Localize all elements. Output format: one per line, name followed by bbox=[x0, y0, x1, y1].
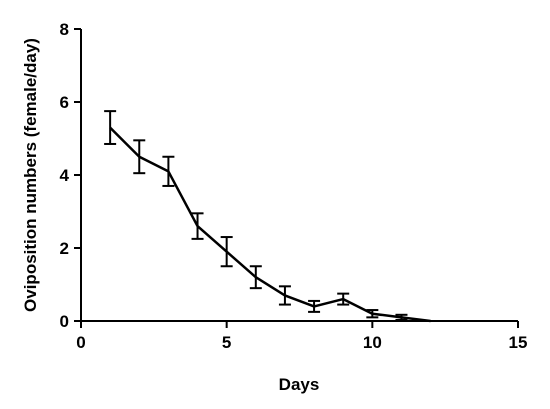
error-bar bbox=[395, 313, 408, 321]
x-tick-label: 15 bbox=[509, 333, 528, 352]
error-bar bbox=[366, 309, 379, 319]
y-tick-label: 8 bbox=[60, 20, 69, 39]
y-tick-label: 2 bbox=[60, 239, 69, 258]
plot-marks bbox=[104, 110, 431, 323]
error-bar bbox=[162, 155, 175, 187]
y-tick-label: 0 bbox=[60, 312, 69, 331]
error-bar bbox=[337, 292, 350, 306]
error-bar bbox=[220, 236, 233, 268]
error-bar bbox=[249, 265, 262, 290]
y-tick-label: 6 bbox=[60, 93, 69, 112]
error-bar bbox=[308, 299, 321, 313]
error-bar bbox=[104, 110, 117, 145]
error-bar bbox=[278, 285, 291, 306]
y-tick-label: 4 bbox=[60, 166, 70, 185]
error-bar bbox=[133, 139, 146, 175]
x-tick-label: 10 bbox=[363, 333, 382, 352]
error-bar bbox=[191, 212, 204, 240]
series-line bbox=[109, 126, 431, 323]
x-tick-label: 5 bbox=[222, 333, 231, 352]
x-tick-label: 0 bbox=[76, 333, 85, 352]
x-axis-title: Days bbox=[279, 375, 320, 394]
y-axis-title: Oviposition numbers (female/day) bbox=[21, 38, 40, 312]
axes: 0 2 4 6 8 0 5 10 15 bbox=[60, 20, 528, 352]
